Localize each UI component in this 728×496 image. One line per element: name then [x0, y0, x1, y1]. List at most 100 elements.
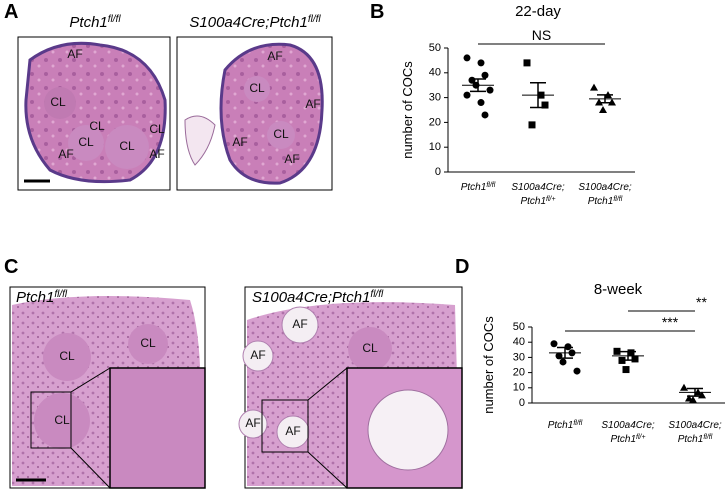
y-tick-label: 0 — [519, 397, 525, 409]
y-tick-label: 30 — [513, 351, 525, 363]
category-sup: fl/+ — [546, 196, 556, 203]
data-point — [627, 349, 635, 357]
category-sup: fl/fl — [703, 434, 712, 441]
caption-text: Ptch1 — [16, 289, 54, 306]
x-tick-label: S100a4Cre; — [511, 182, 565, 193]
image-label: CL — [59, 349, 75, 363]
x-tick-label: Ptch1fl/+ — [520, 196, 555, 208]
category-text: Ptch1 — [588, 196, 614, 207]
x-tick-label: Ptch1fl/fl — [678, 434, 713, 446]
histology-image — [238, 286, 463, 489]
category-text: S100a4Cre; — [668, 420, 722, 431]
error-bar — [687, 387, 703, 397]
y-axis-label: number of COCs — [400, 61, 415, 159]
data-point — [622, 366, 630, 374]
histology-image — [9, 286, 206, 489]
histology-image — [176, 36, 333, 191]
x-tick-label: Ptch1fl/fl — [588, 196, 623, 208]
data-point — [477, 99, 485, 107]
image-caption: S100a4Cre;Ptch1fl/fl — [189, 14, 321, 32]
y-tick-label: 50 — [429, 42, 441, 54]
category-sup: fl/fl — [613, 196, 622, 203]
caption-sup: fl/fl — [54, 289, 68, 300]
y-tick-label: 40 — [429, 67, 441, 79]
image-label: CL — [140, 336, 156, 350]
category-sup: fl/fl — [486, 182, 495, 189]
category-text: Ptch1 — [610, 434, 636, 445]
image-label: AF — [149, 147, 164, 161]
image-label: AF — [284, 152, 299, 166]
error-bar — [597, 94, 613, 104]
data-point — [528, 121, 536, 129]
x-tick-label: Ptch1fl/fl — [548, 420, 583, 432]
data-point — [550, 340, 558, 348]
image-label: CL — [89, 119, 105, 133]
image-label: AF — [305, 97, 320, 111]
y-tick-label: 30 — [429, 92, 441, 104]
data-point — [599, 106, 607, 113]
image-caption: Ptch1fl/fl — [69, 14, 121, 32]
data-point — [689, 395, 697, 403]
y-tick-label: 10 — [429, 141, 441, 153]
category-sup: fl/+ — [636, 434, 646, 441]
category-text: Ptch1 — [461, 182, 487, 193]
panel-label: D — [455, 256, 469, 278]
y-tick-label: 40 — [513, 336, 525, 348]
caption-sup: fl/fl — [108, 14, 122, 25]
image-label: AF — [250, 348, 265, 362]
x-tick-label: Ptch1fl/+ — [610, 434, 645, 446]
x-tick-label: S100a4Cre; — [668, 420, 722, 431]
image-label: AF — [285, 424, 300, 438]
image-caption: S100a4Cre;Ptch1fl/fl — [252, 289, 384, 307]
x-tick-label: S100a4Cre; — [578, 182, 632, 193]
error-bar — [470, 78, 486, 93]
caption-sup: fl/fl — [308, 14, 322, 25]
significance-label: *** — [662, 314, 679, 330]
data-point — [559, 358, 567, 366]
data-point — [463, 91, 471, 99]
data-point — [680, 383, 688, 391]
data-point — [481, 111, 489, 119]
data-point — [541, 101, 549, 109]
error-bar — [530, 81, 546, 109]
image-label: CL — [249, 81, 265, 95]
image-label: AF — [67, 47, 82, 61]
x-tick-label: S100a4Cre; — [601, 420, 655, 431]
y-tick-label: 10 — [513, 382, 525, 394]
error-bar — [620, 350, 636, 361]
y-axis-label: number of COCs — [481, 316, 496, 414]
y-tick-label: 20 — [429, 116, 441, 128]
data-point — [564, 343, 572, 351]
chart-title: 22-day — [515, 3, 561, 20]
category-sup: fl/fl — [573, 420, 582, 427]
panel-label: B — [370, 1, 384, 23]
data-point — [631, 355, 639, 363]
image-label: CL — [78, 135, 94, 149]
significance-label: ** — [696, 294, 707, 310]
data-point — [481, 71, 489, 79]
caption-text: Ptch1 — [69, 14, 107, 31]
data-point — [477, 59, 485, 67]
data-point — [463, 54, 471, 62]
image-label: CL — [149, 122, 165, 136]
category-text: Ptch1 — [678, 434, 704, 445]
category-text: S100a4Cre; — [601, 420, 655, 431]
category-text: Ptch1 — [548, 420, 574, 431]
chart-title: 8-week — [594, 281, 643, 298]
image-caption: Ptch1fl/fl — [16, 289, 68, 307]
image-label: CL — [54, 413, 70, 427]
y-tick-label: 50 — [513, 321, 525, 333]
data-point — [486, 86, 494, 94]
image-label: CL — [362, 341, 378, 355]
image-label: AF — [245, 416, 260, 430]
image-label: AF — [292, 317, 307, 331]
caption-text: S100a4Cre;Ptch1 — [252, 289, 370, 306]
x-tick-label: Ptch1fl/fl — [461, 182, 496, 194]
data-point — [523, 59, 531, 67]
error-bar — [557, 346, 573, 359]
image-label: AF — [232, 135, 247, 149]
caption-text: S100a4Cre;Ptch1 — [189, 14, 307, 31]
image-label: CL — [273, 127, 289, 141]
image-label: AF — [267, 49, 282, 63]
